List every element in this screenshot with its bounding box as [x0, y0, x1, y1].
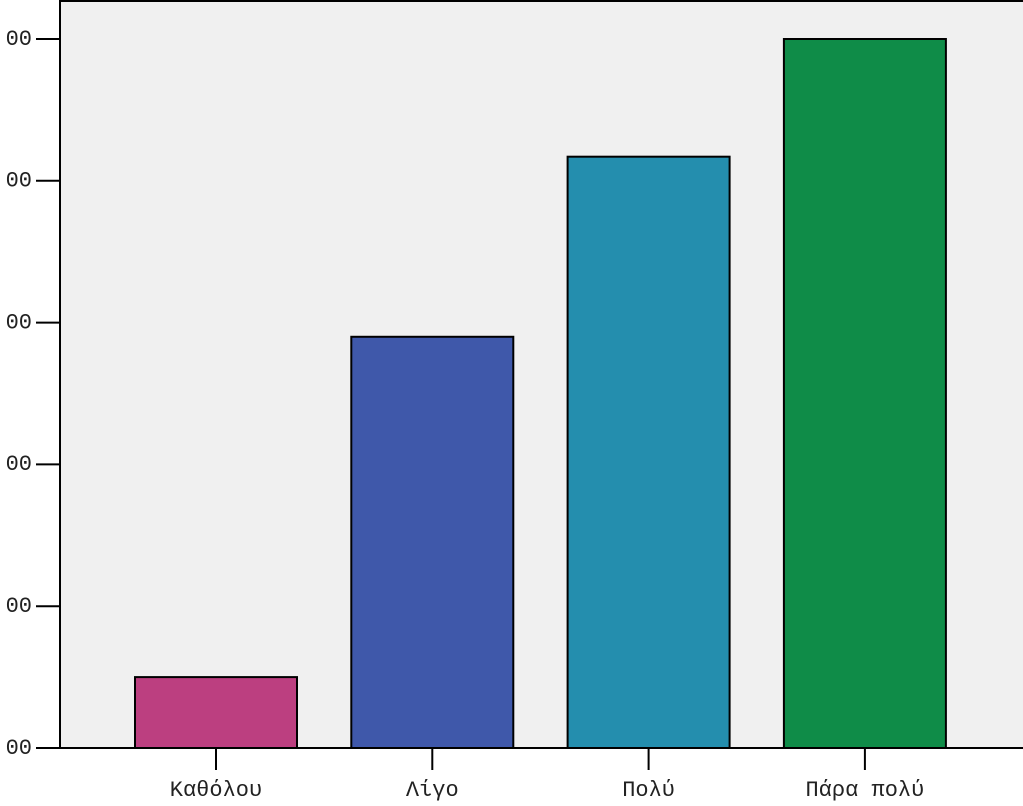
x-tick-label: Λίγο: [406, 778, 459, 803]
x-tick-label: Πάρα πολύ: [805, 778, 924, 803]
x-tick-label: Πολύ: [622, 778, 675, 803]
bar: [782, 38, 947, 749]
bar: [566, 155, 731, 750]
y-tick-label: 10,00: [0, 594, 32, 619]
y-tick-label: 40,00: [0, 169, 32, 194]
y-tick-label: 20,00: [0, 452, 32, 477]
bar: [134, 676, 298, 749]
y-tick-label: 50,00: [0, 27, 32, 52]
y-tick-label: 30,00: [0, 310, 32, 335]
bar: [350, 335, 515, 749]
y-tick-label: 0,00: [0, 736, 32, 761]
x-tick-label: Καθόλου: [170, 778, 262, 803]
